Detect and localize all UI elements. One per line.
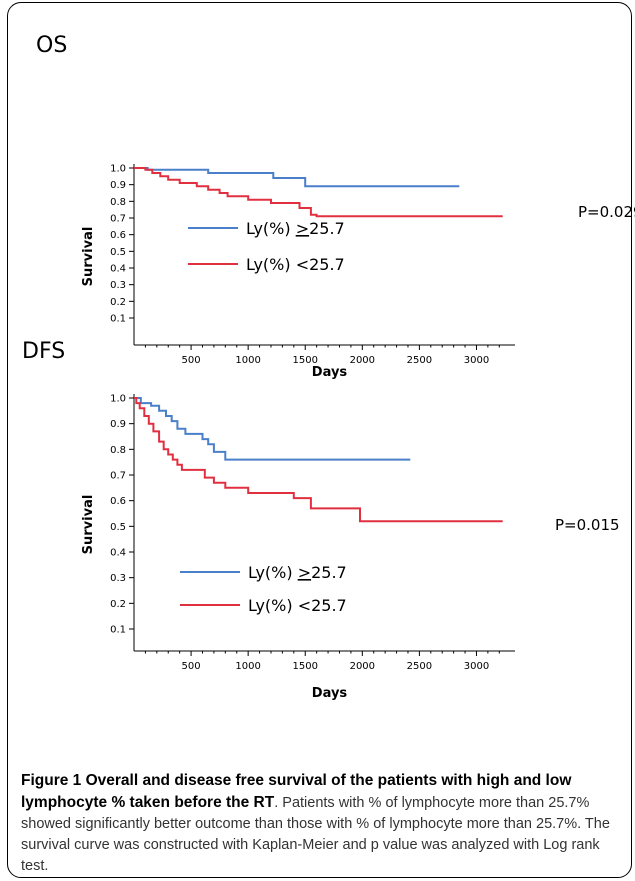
caption-title-end: . xyxy=(274,795,279,811)
panel-dfs-x-tick-label: 3000 xyxy=(464,661,489,672)
panel-dfs-y-tick-label: 0.8 xyxy=(110,445,126,456)
panel-os-x-tick-label: 2000 xyxy=(350,355,375,366)
panel-os-p-value: P=0.029 xyxy=(578,203,635,221)
panel-os-legend-symbol: < xyxy=(296,255,309,274)
panel-dfs-y-tick-label: 0.9 xyxy=(110,419,126,430)
panel-os-legend-suffix: 25.7 xyxy=(309,255,345,274)
panel-dfs-y-tick-label: 0.3 xyxy=(110,573,126,584)
panel-os-legend-suffix: 25.7 xyxy=(309,219,345,238)
panel-dfs-series-low-line xyxy=(134,397,503,523)
panel-dfs-series-high-line xyxy=(134,397,411,461)
panel-os-y-tick-label: 0.2 xyxy=(110,297,126,308)
panel-dfs-y-tick-label: 0.2 xyxy=(110,599,126,610)
panel-dfs-label: DFS xyxy=(22,339,65,364)
panel-dfs-legend-symbol: < xyxy=(298,596,311,615)
panel-os-x-tick-label: 1000 xyxy=(235,355,260,366)
figure-frame xyxy=(7,2,632,878)
panel-dfs-x-tick-label: 500 xyxy=(182,661,201,672)
panel-os-x-axis-title: Days xyxy=(312,365,348,380)
panel-os-x-tick-label: 1500 xyxy=(293,355,318,366)
panel-os-x-tick-label: 500 xyxy=(182,355,201,366)
panel-os-legend-prefix: Ly(%) xyxy=(246,219,296,238)
caption-title: Figure 1 Overall and disease free surviv… xyxy=(21,772,572,811)
panel-os-legend-entry: Ly(%) <25.7 xyxy=(246,255,345,274)
panel-dfs-legend-prefix: Ly(%) xyxy=(248,596,298,615)
panel-os-y-tick-label: 0.5 xyxy=(110,247,126,258)
panel-dfs-p-value: P=0.015 xyxy=(555,516,620,534)
panel-dfs-y-tick-label: 1.0 xyxy=(110,394,126,405)
panel-os-y-tick-label: 0.8 xyxy=(110,197,126,208)
panel-dfs-y-tick-label: 0.1 xyxy=(110,625,126,636)
panel-os-x-tick-label: 3000 xyxy=(464,355,489,366)
panel-dfs-y-axis-title: Survival xyxy=(81,495,96,555)
panel-dfs-y-tick-label: 0.7 xyxy=(110,471,126,482)
panel-os-series-low-line xyxy=(134,167,503,218)
panel-dfs-legend-entry: Ly(%) <25.7 xyxy=(248,596,347,615)
panel-os-y-tick-label: 0.9 xyxy=(110,180,126,191)
panel-os-y-tick-label: 1.0 xyxy=(110,164,126,175)
panel-os-y-tick-label: 0.1 xyxy=(110,314,126,325)
panel-os-y-tick-label: 0.7 xyxy=(110,214,126,225)
panel-dfs-legend-prefix: Ly(%) xyxy=(248,563,298,582)
caption-body: Patients with % of lymphocyte more than … xyxy=(21,795,610,874)
panel-dfs-legend-suffix: 25.7 xyxy=(311,596,347,615)
panel-dfs-x-tick-label: 1500 xyxy=(293,661,318,672)
panel-os-y-tick-label: 0.4 xyxy=(110,264,126,275)
panel-dfs-y-tick-label: 0.5 xyxy=(110,522,126,533)
figure-caption: Figure 1 Overall and disease free surviv… xyxy=(21,770,621,877)
panel-dfs-x-tick-label: 2500 xyxy=(407,661,432,672)
panel-os-legend-symbol: > xyxy=(296,219,309,238)
panel-dfs-x-tick-label: 2000 xyxy=(350,661,375,672)
panel-dfs-legend-suffix: 25.7 xyxy=(311,563,347,582)
panel-os-legend-entry: Ly(%) >25.7 xyxy=(246,219,345,238)
panel-dfs-x-tick-label: 1000 xyxy=(235,661,260,672)
panel-dfs-y-tick-label: 0.4 xyxy=(110,548,126,559)
panel-os-y-axis-title: Survival xyxy=(81,227,96,287)
panel-dfs-legend-symbol: > xyxy=(298,563,311,582)
panel-os-x-tick-label: 2500 xyxy=(407,355,432,366)
panel-dfs-y-tick-label: 0.6 xyxy=(110,496,126,507)
panel-os-y-tick-label: 0.3 xyxy=(110,280,126,291)
panel-os-y-tick-label: 0.6 xyxy=(110,230,126,241)
panel-os-label: OS xyxy=(36,33,67,58)
panel-dfs-x-axis-title: Days xyxy=(312,686,348,701)
panel-dfs-legend-entry: Ly(%) >25.7 xyxy=(248,563,347,582)
survival-charts: OS 0.1 0.2 0.3 0.4 0.5 0.6 0.7 0.8 0.9 1.0 500 1000 1… xyxy=(22,33,635,701)
panel-os-legend-prefix: Ly(%) xyxy=(246,255,296,274)
